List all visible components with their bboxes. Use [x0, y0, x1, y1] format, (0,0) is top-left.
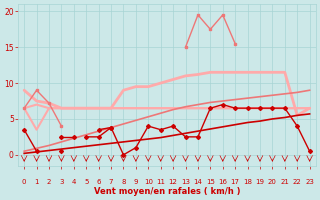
X-axis label: Vent moyen/en rafales ( km/h ): Vent moyen/en rafales ( km/h ) — [94, 187, 240, 196]
